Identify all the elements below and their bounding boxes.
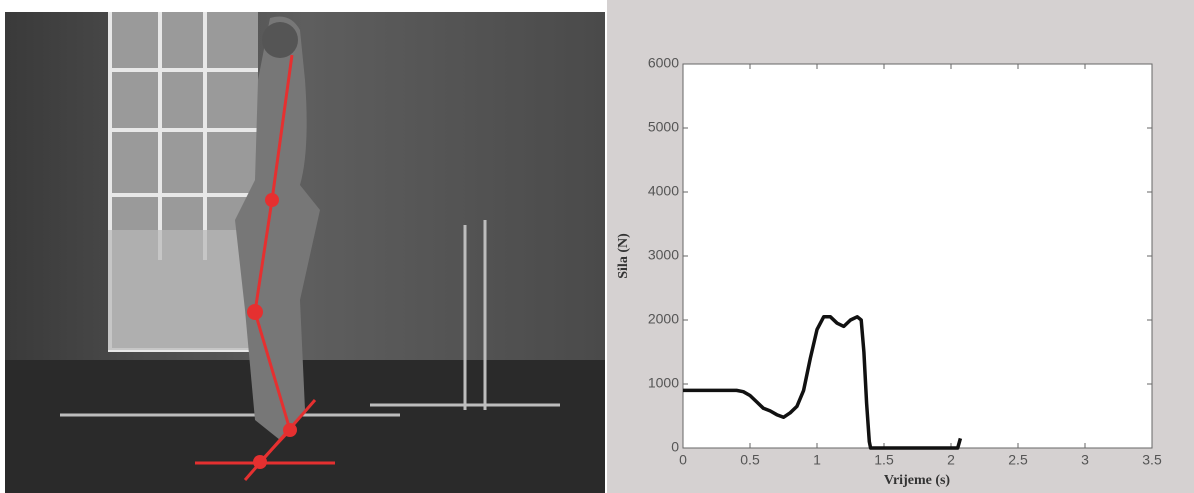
y-tick-label: 0: [671, 439, 679, 455]
x-tick-label: 0: [679, 452, 687, 468]
data-line: [683, 315, 963, 450]
y-tick-label: 6000: [648, 55, 679, 71]
x-axis-label: Vrijeme (s): [884, 473, 951, 488]
plot-area: [682, 63, 1153, 449]
x-tick-label: 3: [1081, 452, 1089, 468]
x-tick-label: 2: [947, 452, 955, 468]
x-tick-label: 2.5: [1008, 452, 1028, 468]
y-tick-label: 4000: [648, 183, 679, 199]
x-tick-label: 1: [813, 452, 821, 468]
y-tick-label: 5000: [648, 119, 679, 135]
y-tick-label: 2000: [648, 311, 679, 327]
x-tick-label: 1.5: [874, 452, 894, 468]
y-axis-label: Sila (N): [616, 233, 631, 279]
y-tick-label: 1000: [648, 375, 679, 391]
x-tick-label: 0.5: [740, 452, 760, 468]
photo: [5, 12, 605, 493]
y-tick-label: 3000: [648, 247, 679, 263]
x-tick-label: 3.5: [1142, 452, 1162, 468]
